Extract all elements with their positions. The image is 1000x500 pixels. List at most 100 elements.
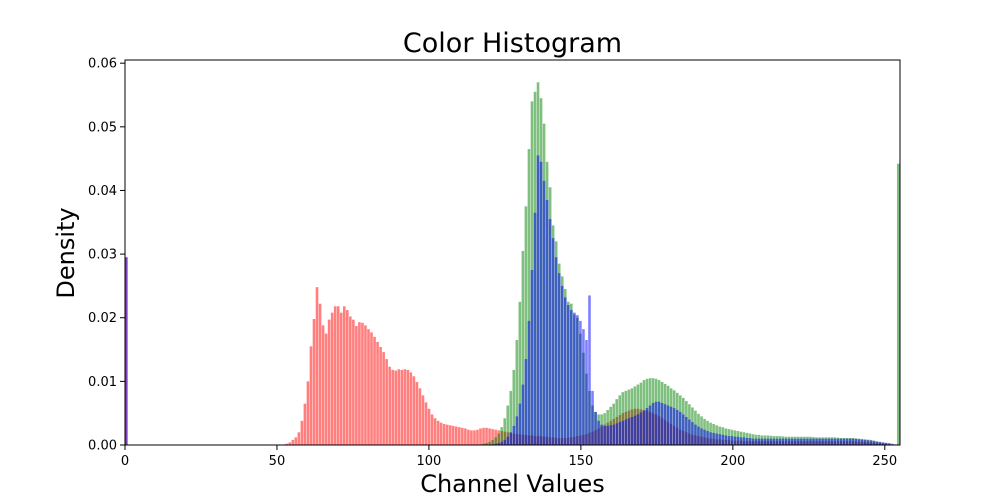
red-histogram-bar xyxy=(336,306,340,445)
blue-histogram-bar xyxy=(784,438,788,445)
blue-histogram-bar xyxy=(563,297,567,445)
blue-histogram-bar xyxy=(515,416,519,445)
red-histogram-bar xyxy=(382,352,385,445)
red-histogram-bar xyxy=(458,427,461,445)
red-histogram-bar xyxy=(430,414,434,445)
blue-histogram-bar xyxy=(630,417,634,445)
blue-histogram-bar xyxy=(585,340,588,445)
blue-histogram-bar xyxy=(709,432,712,445)
x-axis-tick-label: 100 xyxy=(417,454,442,469)
red-histogram-bar xyxy=(394,370,398,445)
blue-histogram-bar xyxy=(648,405,652,445)
blue-histogram-bar xyxy=(748,438,752,445)
blue-histogram-bar xyxy=(824,438,827,445)
blue-histogram-bar xyxy=(545,200,549,445)
blue-histogram-bar xyxy=(845,438,849,445)
y-axis-tick-label: 0.05 xyxy=(88,120,117,135)
blue-histogram-bar xyxy=(794,438,797,445)
blue-histogram-bar xyxy=(500,441,503,445)
blue-histogram-bar xyxy=(612,424,615,445)
histogram-bars-layer xyxy=(125,82,900,446)
green-histogram-bar xyxy=(527,149,531,445)
blue-histogram-bar xyxy=(842,438,846,445)
blue-histogram-bar xyxy=(818,438,821,445)
blue-histogram-bar xyxy=(642,410,646,445)
red-histogram-bar xyxy=(300,420,304,445)
blue-histogram-bar xyxy=(760,438,764,445)
red-histogram-bar xyxy=(415,382,419,445)
blue-histogram-bar xyxy=(863,439,867,445)
blue-histogram-bar xyxy=(576,315,579,445)
blue-histogram-bar xyxy=(857,439,861,445)
red-histogram-bar xyxy=(470,430,473,445)
red-histogram-bar xyxy=(318,303,322,445)
blue-histogram-bar xyxy=(890,443,894,445)
blue-histogram-bar xyxy=(660,403,664,445)
blue-histogram-bar xyxy=(512,425,516,445)
red-histogram-bar xyxy=(370,332,373,445)
blue-histogram-bar xyxy=(597,420,600,445)
blue-histogram-bar xyxy=(854,438,858,445)
red-histogram-bar xyxy=(485,427,488,445)
red-histogram-bar xyxy=(285,443,289,445)
red-histogram-bar xyxy=(321,325,325,445)
green-histogram-bar xyxy=(506,405,510,445)
red-histogram-bar xyxy=(391,369,395,445)
blue-histogram-bar xyxy=(739,437,743,445)
blue-histogram-bar xyxy=(509,432,513,445)
blue-histogram-bar xyxy=(724,435,728,445)
blue-histogram-bar xyxy=(809,438,812,445)
blue-histogram-bar xyxy=(542,180,546,445)
red-histogram-bar xyxy=(379,347,382,445)
blue-histogram-bar xyxy=(833,438,836,445)
green-histogram-bar xyxy=(482,443,485,445)
blue-histogram-bar xyxy=(606,425,609,445)
green-histogram-bar xyxy=(500,427,503,445)
red-histogram-bar xyxy=(436,420,440,445)
blue-histogram-bar xyxy=(503,439,507,445)
x-axis-tick-label: 200 xyxy=(720,454,745,469)
green-histogram-bar xyxy=(488,441,491,445)
blue-histogram-bar xyxy=(757,438,761,445)
blue-histogram-bar xyxy=(754,438,758,445)
red-histogram-bar xyxy=(367,329,370,445)
blue-histogram-bar xyxy=(591,390,594,445)
green-histogram-bar xyxy=(518,301,522,445)
red-histogram-bar xyxy=(448,425,452,445)
red-histogram-bar xyxy=(418,388,422,445)
red-histogram-bar xyxy=(406,369,410,445)
red-histogram-bar xyxy=(476,429,479,445)
green-histogram-bar xyxy=(615,399,619,445)
red-histogram-bar xyxy=(330,312,334,445)
blue-histogram-bar xyxy=(878,442,882,445)
blue-histogram-bar xyxy=(700,428,703,445)
red-histogram-bar xyxy=(294,437,298,445)
red-histogram-bar xyxy=(427,408,431,445)
red-histogram-bar xyxy=(479,428,482,445)
blue-histogram-bar xyxy=(803,438,806,445)
blue-histogram-bar xyxy=(527,320,531,445)
green-histogram-bar xyxy=(512,369,516,445)
blue-histogram-bar xyxy=(609,425,612,445)
blue-histogram-bar xyxy=(657,401,661,445)
y-axis-label: Density xyxy=(52,207,80,298)
blue-histogram-bar xyxy=(745,438,749,445)
green-histogram-bar xyxy=(624,390,628,445)
red-histogram-bar xyxy=(424,402,428,445)
blue-histogram-bar xyxy=(751,438,755,445)
blue-histogram-bar xyxy=(518,403,522,445)
blue-histogram-bar xyxy=(718,434,721,445)
blue-histogram-bar xyxy=(836,438,840,445)
green-histogram-bar xyxy=(521,250,525,445)
blue-histogram-bar xyxy=(772,438,776,445)
y-axis-tick-label: 0.01 xyxy=(88,375,117,390)
blue-histogram-bar xyxy=(733,436,737,445)
red-histogram-bar xyxy=(346,310,349,445)
green-histogram-bar xyxy=(618,395,622,445)
red-histogram-bar xyxy=(473,430,476,445)
blue-histogram-bar xyxy=(694,424,697,445)
red-histogram-bar xyxy=(361,322,364,445)
red-histogram-bar xyxy=(376,341,379,445)
blue-histogram-bar xyxy=(530,270,534,445)
